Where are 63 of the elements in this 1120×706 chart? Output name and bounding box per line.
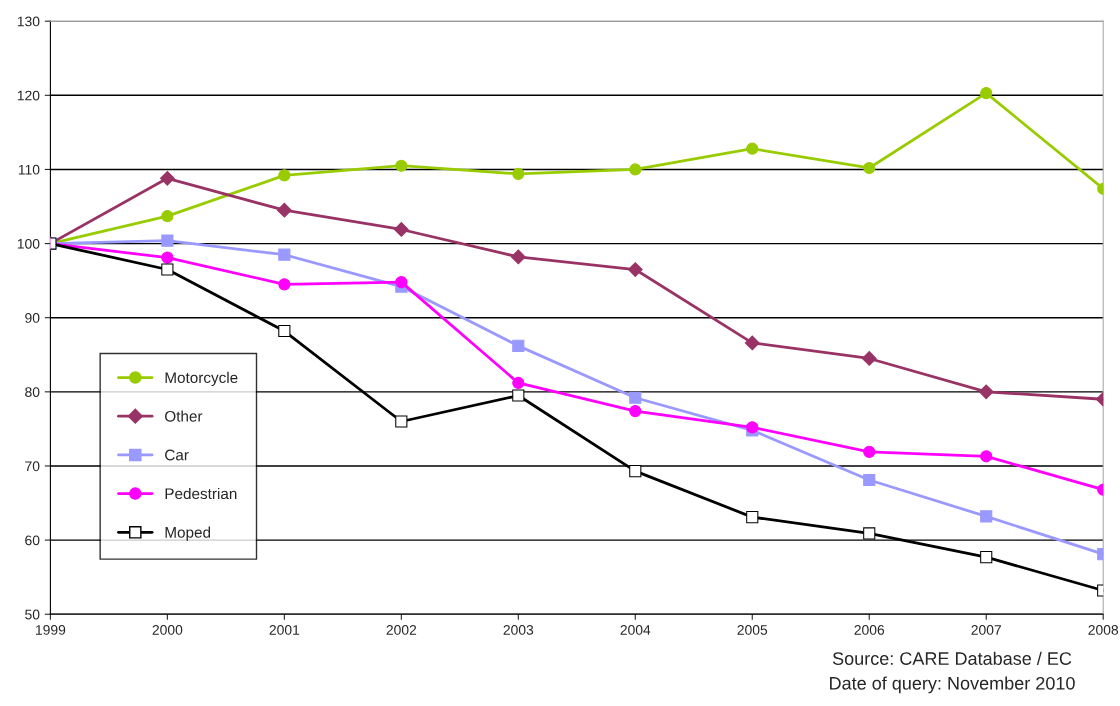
x-tick-label: 2003: [503, 625, 534, 635]
point: [863, 473, 876, 487]
y-tick-label: 100: [17, 238, 40, 249]
x-tick-label: 1999: [36, 625, 66, 635]
point: [276, 202, 292, 218]
point: [161, 234, 174, 247]
point: [627, 262, 643, 277]
point: [395, 415, 408, 428]
y-tick-label: 60: [25, 535, 40, 546]
point: [629, 391, 642, 404]
y-tick-label: 130: [17, 16, 40, 27]
point: [278, 169, 291, 182]
point: [159, 170, 175, 186]
point: [512, 339, 525, 352]
legend-label: Moped: [165, 526, 211, 541]
point: [512, 167, 525, 180]
point: [395, 159, 408, 172]
x-tick-label: 2000: [152, 625, 183, 635]
point: [863, 527, 876, 540]
x-tick-label: 2005: [737, 625, 768, 635]
y-tick-label: 50: [25, 609, 40, 620]
y-tick-label: 110: [18, 164, 40, 175]
x-tick-label: 2002: [386, 625, 417, 635]
point: [512, 389, 525, 402]
point: [393, 222, 409, 237]
point: [980, 551, 993, 564]
point: [746, 511, 759, 524]
point: [512, 376, 525, 390]
x-tick-label: 2006: [854, 625, 885, 635]
x-tick-label: 2004: [620, 625, 651, 635]
point: [278, 324, 291, 338]
point: [395, 276, 408, 289]
legend-label: Motorcycle: [165, 371, 238, 387]
y-tick-label: 90: [25, 313, 40, 323]
point: [629, 405, 642, 418]
point: [161, 251, 174, 264]
point: [278, 248, 291, 261]
x-tick-label: 2008: [1088, 625, 1119, 635]
legend-label: Other: [165, 410, 203, 422]
legend-label: Car: [165, 449, 189, 461]
point: [861, 351, 877, 366]
point: [980, 87, 993, 100]
point: [278, 278, 291, 291]
source-note: Source: CARE Database / EC: [832, 651, 1072, 665]
point: [746, 142, 759, 155]
x-tick-label: 2007: [971, 625, 1001, 635]
point: [161, 210, 174, 223]
text: Date of query: November 2010: [830, 676, 1075, 694]
y-tick-label: 80: [25, 387, 40, 397]
point: [161, 263, 174, 276]
y-tick-label: 70: [25, 461, 40, 472]
point: [629, 163, 642, 176]
point: [980, 450, 993, 463]
point: [744, 335, 760, 351]
point: [629, 465, 642, 478]
x-tick-label: 2001: [269, 625, 300, 635]
point: [510, 249, 526, 265]
point: [978, 384, 994, 400]
point: [863, 161, 876, 175]
legend-label: Pedestrian: [165, 487, 237, 500]
y-tick-label: 120: [17, 90, 40, 101]
point: [863, 445, 876, 458]
point: [980, 510, 993, 523]
